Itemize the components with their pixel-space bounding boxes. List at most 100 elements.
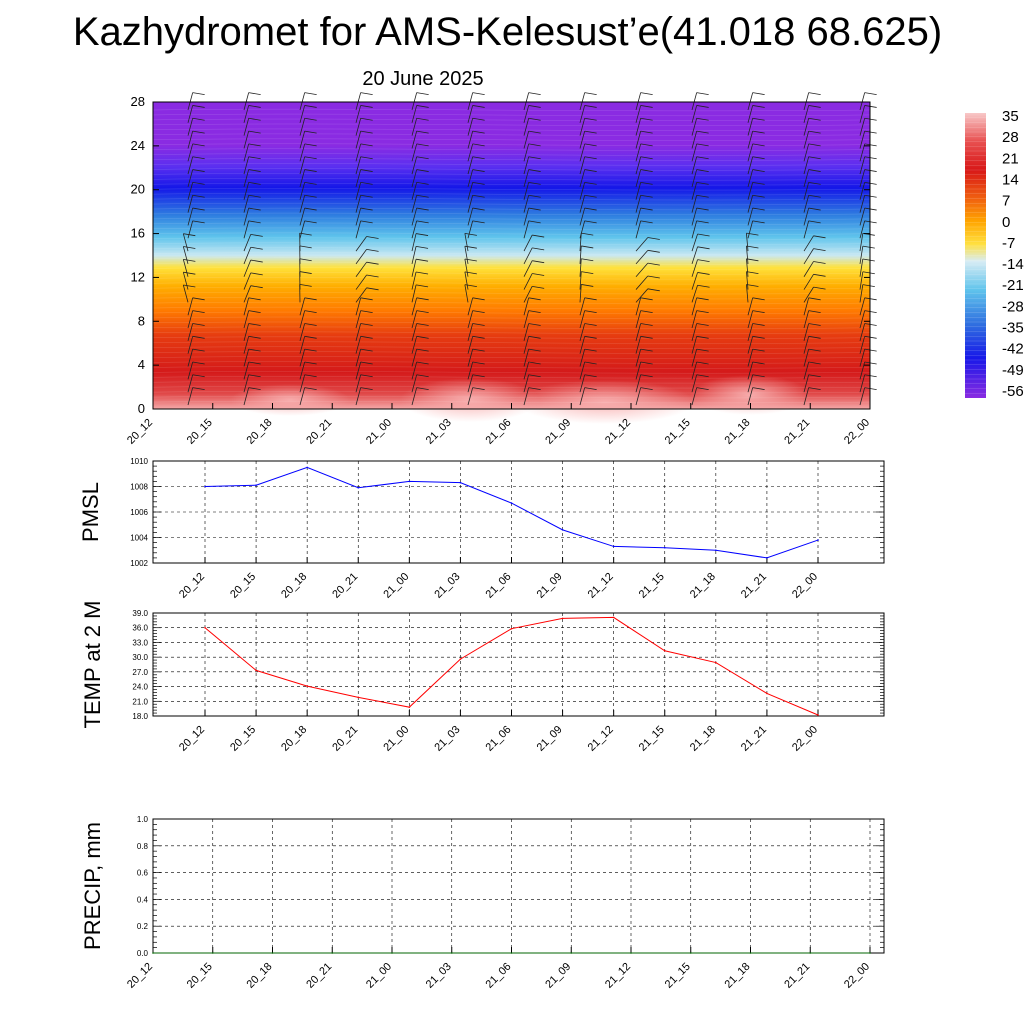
- x-tick-label: 20_15: [185, 961, 215, 991]
- wind-barb-staff: [243, 220, 250, 239]
- wind-barb: [579, 143, 597, 162]
- wind-barb-staff: [182, 284, 189, 303]
- wind-barb-staff: [467, 297, 474, 316]
- wind-barb-flag: [862, 284, 875, 288]
- wind-barb: [523, 285, 545, 303]
- wind-barb-staff: [411, 349, 418, 367]
- colorbar-label: -56: [1002, 383, 1024, 400]
- wind-barb-flag: [304, 220, 317, 224]
- wind-barb-staff: [691, 169, 698, 188]
- wind-barb-staff: [243, 259, 252, 277]
- wind-barb-staff: [746, 284, 749, 303]
- wind-barb: [299, 387, 317, 406]
- wind-barb-staff: [187, 130, 194, 149]
- wind-barb-flag: [752, 117, 765, 121]
- wind-barb-staff: [187, 169, 194, 188]
- wind-barb: [355, 156, 373, 175]
- data-point: [204, 626, 206, 629]
- wind-barb-flag: [366, 261, 379, 265]
- wind-barb-flag: [640, 374, 653, 378]
- wind-barb: [467, 130, 485, 149]
- wind-barb-flag: [528, 117, 541, 121]
- wind-barb-flag: [696, 220, 709, 224]
- wind-barb-flag: [752, 310, 765, 314]
- wind-barb-staff: [747, 169, 754, 188]
- wind-barb-flag: [584, 207, 597, 211]
- wind-barb: [187, 130, 205, 149]
- y-tick-label: 0.4: [137, 895, 149, 904]
- wind-barb-staff: [579, 387, 586, 406]
- wind-barb-flag: [813, 248, 826, 252]
- data-point: [408, 706, 411, 708]
- contour-line: [152, 108, 871, 112]
- x-tick-label: 21_15: [663, 417, 693, 447]
- wind-barb: [746, 271, 759, 290]
- data-point: [408, 480, 411, 483]
- wind-barb-staff: [187, 92, 194, 111]
- data-point: [749, 952, 752, 954]
- wind-barb-flag: [192, 117, 205, 121]
- wind-barb: [467, 182, 485, 200]
- wind-barb: [411, 169, 429, 188]
- wind-barb-flag: [472, 207, 485, 211]
- wind-barb: [243, 374, 261, 393]
- warm-region: [515, 380, 695, 424]
- wind-barb-flag: [472, 105, 485, 108]
- wind-barb: [355, 323, 373, 341]
- wind-barb: [747, 374, 765, 393]
- pmsl-panel: 1002 1004 1006 1008 1010 20_12 20_15 20_18 20_21…: [78, 457, 885, 601]
- wind-barb: [299, 105, 317, 123]
- wind-barb-flag: [532, 285, 545, 289]
- wind-barb-staff: [243, 336, 250, 354]
- wind-barb: [579, 284, 594, 303]
- wind-barb-staff: [464, 246, 469, 264]
- data-point: [152, 952, 154, 954]
- contour-line: [152, 168, 871, 171]
- wind-barb-flag: [299, 271, 312, 274]
- wind-barb: [635, 105, 653, 123]
- wind-barb: [523, 374, 541, 393]
- wind-barb-flag: [864, 220, 877, 224]
- wind-barb-flag: [813, 235, 826, 239]
- wind-barb-staff: [355, 361, 362, 380]
- wind-barb-flag: [304, 387, 317, 391]
- wind-barb-staff: [299, 323, 306, 341]
- wind-barb-flag: [250, 246, 263, 250]
- wind-barb-staff: [355, 195, 362, 213]
- wind-barb-staff: [523, 273, 533, 290]
- wind-barb-flag: [192, 182, 205, 185]
- wind-barb-staff: [859, 361, 866, 380]
- panel-frame: [152, 612, 885, 717]
- x-tick-label: 21_09: [543, 961, 573, 991]
- wind-barb: [355, 287, 379, 303]
- wind-barb: [691, 156, 709, 175]
- wind-barb-staff: [243, 247, 252, 265]
- contour-line: [152, 277, 871, 280]
- wind-barb: [187, 169, 205, 188]
- wind-barb: [299, 182, 317, 200]
- wind-barb-flag: [808, 207, 821, 211]
- wind-barb-staff: [747, 195, 754, 213]
- wind-barb: [299, 348, 317, 367]
- wind-barb-flag: [584, 323, 597, 326]
- wind-barb-staff: [691, 310, 698, 329]
- wind-barb-staff: [243, 118, 250, 136]
- wind-barb-staff: [803, 156, 810, 175]
- page-date: 20 June 2025: [362, 68, 484, 90]
- wind-barb-flag: [248, 156, 261, 160]
- wind-barb-flag: [808, 220, 821, 224]
- wind-barb-staff: [635, 143, 642, 162]
- wind-barb-staff: [803, 374, 810, 393]
- wind-barb-staff: [579, 233, 582, 252]
- wind-barb: [187, 323, 205, 341]
- wind-barb-staff: [523, 169, 530, 188]
- wind-barb-flag: [192, 169, 205, 172]
- wind-barb-flag: [528, 387, 541, 391]
- wind-barb: [187, 117, 205, 136]
- wind-barb: [355, 335, 373, 354]
- wind-barb-flag: [304, 143, 317, 147]
- wind-barb: [859, 374, 877, 393]
- wind-barb-staff: [859, 118, 866, 136]
- wind-barb-flag: [584, 335, 597, 339]
- wind-barb: [411, 105, 429, 123]
